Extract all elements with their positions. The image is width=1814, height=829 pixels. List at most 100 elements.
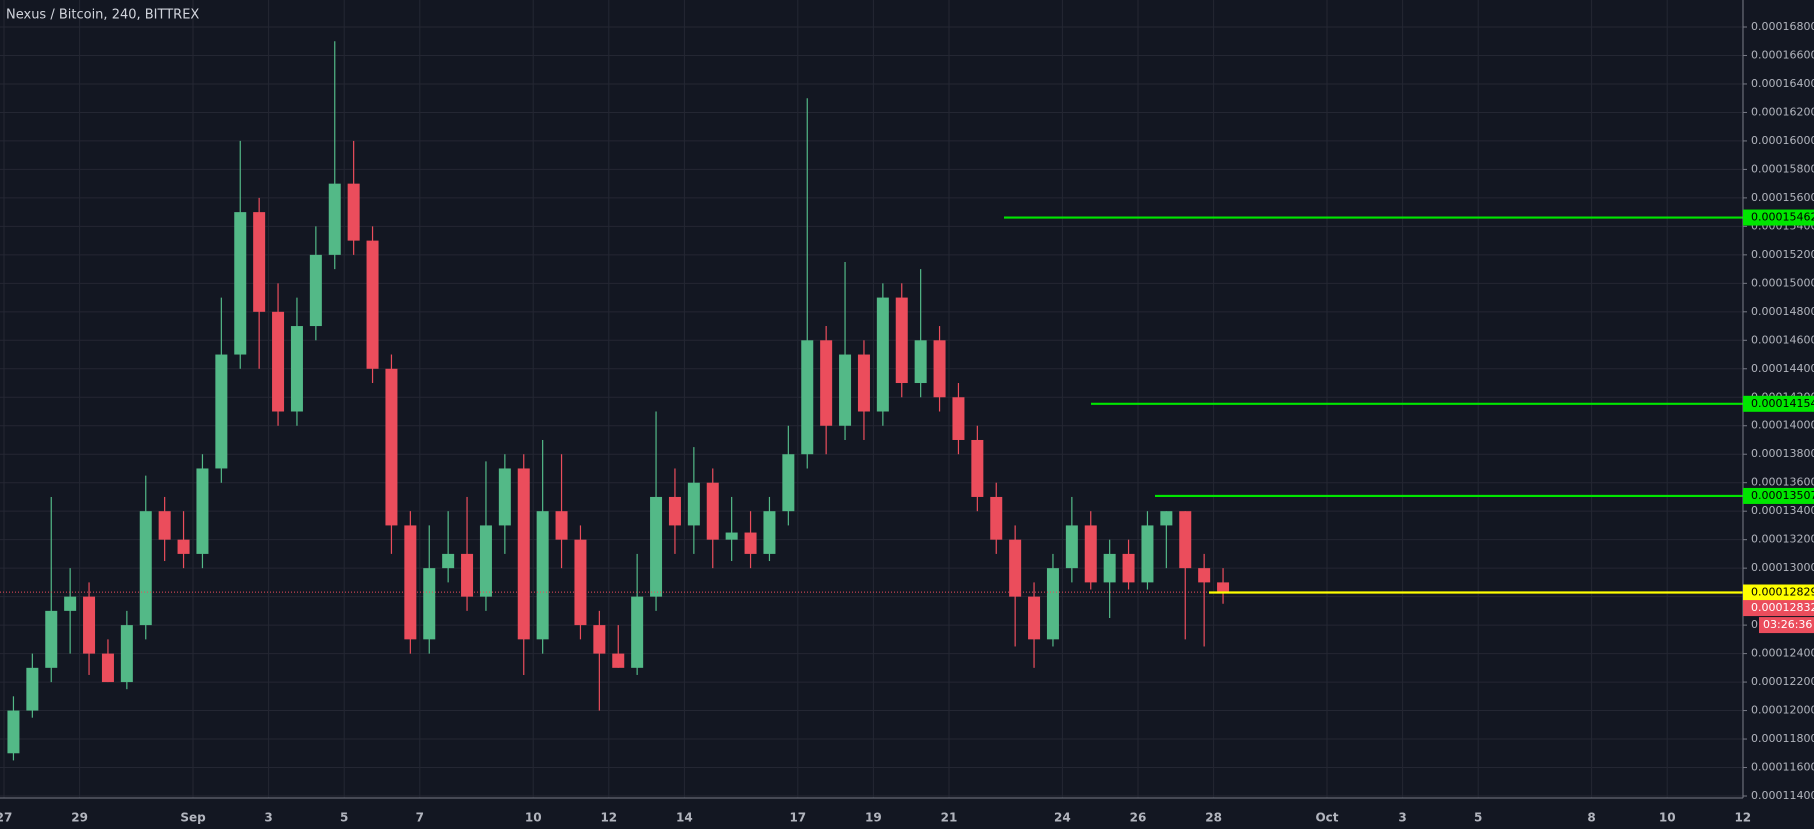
y-tick-label: 0.00015200 xyxy=(1751,248,1814,261)
candle-body xyxy=(498,468,511,526)
y-tick-label: 0.00015600 xyxy=(1751,191,1814,204)
candle-body xyxy=(517,468,530,640)
candle-body xyxy=(1065,525,1078,569)
candle-body xyxy=(536,511,549,640)
y-tick-label: 0.00016200 xyxy=(1751,105,1814,118)
candle-body xyxy=(744,532,757,554)
candle-body xyxy=(839,354,852,426)
candle-body xyxy=(479,525,492,597)
candle-body xyxy=(196,468,209,554)
chart-title: Nexus / Bitcoin, 240, BITTREX xyxy=(6,8,199,23)
last-price-label: 0.00012832 xyxy=(1751,601,1814,614)
y-tick-label: 0.00013000 xyxy=(1751,561,1814,574)
candle-body xyxy=(1160,511,1173,526)
y-tick-label: 0.00015000 xyxy=(1751,276,1814,289)
x-tick-label: 10 xyxy=(525,811,542,825)
y-tick-label: 0.00011800 xyxy=(1751,732,1814,745)
y-tick-label: 0.00016400 xyxy=(1751,77,1814,90)
candle-body xyxy=(177,539,190,554)
y-tick-label: 0.00014600 xyxy=(1751,333,1814,346)
candle-body xyxy=(857,354,870,412)
candle-body xyxy=(7,710,20,754)
level-label: 0.00015462 xyxy=(1751,211,1814,224)
candle-body xyxy=(1009,539,1022,597)
candle-body xyxy=(990,496,1003,540)
candle-body xyxy=(725,532,738,540)
candle-body xyxy=(763,511,776,554)
level-label: 0.00014154 xyxy=(1751,397,1814,410)
x-tick-label: 28 xyxy=(1205,811,1222,825)
x-tick-label: 29 xyxy=(71,811,88,825)
candle-body xyxy=(290,326,303,412)
last-price-box xyxy=(1743,600,1814,617)
y-tick-label: 0.00012000 xyxy=(1751,704,1814,717)
candle-body xyxy=(328,183,341,255)
candle-body xyxy=(385,368,398,526)
candle-body xyxy=(612,653,625,668)
candle-body xyxy=(404,525,417,640)
x-tick-label: Oct xyxy=(1315,811,1338,825)
y-tick-label: 0.00013800 xyxy=(1751,447,1814,460)
countdown-box xyxy=(1759,617,1814,634)
y-tick-label: 0.00015800 xyxy=(1751,162,1814,175)
countdown-label: 03:26:36 xyxy=(1763,618,1812,631)
candle-body xyxy=(914,340,927,384)
candle-body xyxy=(158,511,171,540)
candle-body xyxy=(120,625,133,683)
candle-body xyxy=(1103,553,1116,583)
y-tick-label: 0.00011600 xyxy=(1751,761,1814,774)
candle-body xyxy=(272,311,285,412)
candle-body xyxy=(782,454,795,512)
candle-body xyxy=(1122,553,1135,583)
candle-body xyxy=(650,496,663,597)
candle-body xyxy=(309,254,322,327)
candle-body xyxy=(555,511,568,540)
candle-body xyxy=(876,297,889,412)
candle-body xyxy=(83,596,96,654)
candle-body xyxy=(952,397,965,440)
x-tick-label: 26 xyxy=(1130,811,1147,825)
x-tick-label: 8 xyxy=(1587,811,1595,825)
x-tick-label: 5 xyxy=(1474,811,1482,825)
x-tick-label: 14 xyxy=(676,811,693,825)
x-tick-label: 24 xyxy=(1054,811,1071,825)
candle-body xyxy=(1046,568,1059,640)
candle-body xyxy=(366,240,379,369)
y-tick-label: 0.00013400 xyxy=(1751,504,1814,517)
y-tick-label: 0.00016600 xyxy=(1751,48,1814,61)
candle-body xyxy=(1141,525,1154,583)
candle-body xyxy=(1084,525,1097,583)
x-tick-label: 3 xyxy=(1398,811,1406,825)
level-label-box xyxy=(1743,209,1814,226)
candle-body xyxy=(1198,568,1211,583)
y-tick-label: 0.00011400 xyxy=(1751,789,1814,802)
candle-body xyxy=(820,340,833,426)
x-tick-label: 10 xyxy=(1659,811,1676,825)
candle-body xyxy=(215,354,228,469)
y-tick-label: 0.00014000 xyxy=(1751,419,1814,432)
y-tick-label: 0.00012200 xyxy=(1751,675,1814,688)
x-tick-label: Sep xyxy=(180,811,206,825)
x-tick-label: 5 xyxy=(340,811,348,825)
candle-body xyxy=(1028,596,1041,640)
candle-body xyxy=(64,596,77,611)
candle-body xyxy=(1217,582,1230,593)
candle-body xyxy=(574,539,587,626)
candle-body xyxy=(895,297,908,384)
level-label-box xyxy=(1743,584,1814,601)
level-label: 0.00012829 xyxy=(1751,585,1814,598)
y-tick-label: 0.00012400 xyxy=(1751,647,1814,660)
x-tick-label: 27 xyxy=(0,811,12,825)
x-tick-label: 19 xyxy=(865,811,882,825)
y-tick-label: 0.00014800 xyxy=(1751,305,1814,318)
y-tick-label: 0.00016000 xyxy=(1751,134,1814,147)
candle-body xyxy=(1179,511,1192,569)
candle-body xyxy=(45,610,58,668)
x-tick-label: 21 xyxy=(941,811,958,825)
candle-body xyxy=(234,212,247,355)
candle-body xyxy=(801,340,814,455)
x-tick-label: 12 xyxy=(600,811,617,825)
y-tick-label: 0.00016800 xyxy=(1751,20,1814,33)
y-tick-label: 0.00014400 xyxy=(1751,362,1814,375)
